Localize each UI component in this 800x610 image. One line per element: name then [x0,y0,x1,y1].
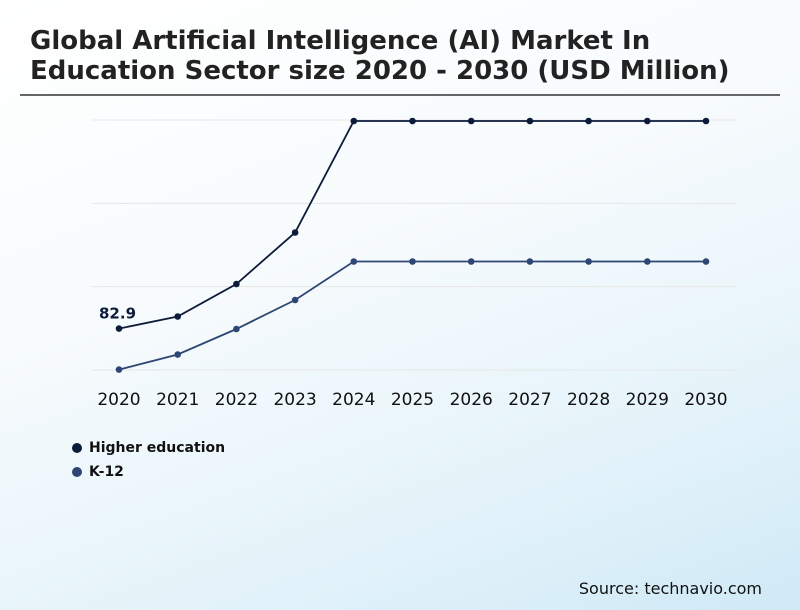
x-tick-label: 2024 [332,390,375,410]
data-point [291,229,299,236]
data-point [702,258,710,265]
data-point [233,325,240,333]
data-point [526,258,534,265]
legend-item-k12: K-12 [72,460,225,484]
x-tick-label: 2029 [626,390,669,410]
data-point [702,117,710,125]
data-point [526,117,534,125]
data-point [350,117,358,125]
data-point [644,258,651,265]
data-point [585,258,592,265]
legend-label-k12: K-12 [89,464,124,480]
data-point [174,313,181,320]
data-point [350,258,358,265]
data-point [644,117,651,125]
data-point [233,280,240,288]
series-line [118,260,706,371]
x-tick-label: 2022 [215,390,258,410]
x-tick-label: 2020 [97,390,140,410]
data-point [409,258,416,265]
line-chart: 2020 2021 2022 2023 2024 2025 2026 2027 2028 2029… [92,117,736,410]
legend-marker-k12 [72,467,82,477]
data-point [467,117,475,125]
data-label: 82.9 [99,305,136,323]
x-tick-label: 2026 [450,390,493,410]
x-tick-label: 2027 [508,390,551,410]
data-point [174,351,181,358]
title-divider [20,94,780,96]
x-tick-label: 2028 [567,390,610,410]
data-point [115,325,123,332]
legend-item-higher-education: Higher education [72,436,225,460]
chart-title: Global Artificial Intelligence (AI) Mark… [30,26,730,86]
x-tick-label: 2021 [156,390,199,410]
data-point [115,366,123,373]
legend-label-higher-education: Higher education [89,440,226,456]
legend-marker-higher-education [72,443,82,453]
data-point [291,296,299,304]
data-point [585,117,592,125]
source-credit: Source: technavio.com [578,579,762,598]
x-tick-label: 2023 [273,390,316,410]
x-tick-label: 2030 [684,390,727,410]
data-point [409,117,416,125]
data-point [467,258,475,265]
series-line [118,120,706,330]
legend: Higher education K-12 [72,436,225,484]
x-tick-label: 2025 [391,390,434,410]
